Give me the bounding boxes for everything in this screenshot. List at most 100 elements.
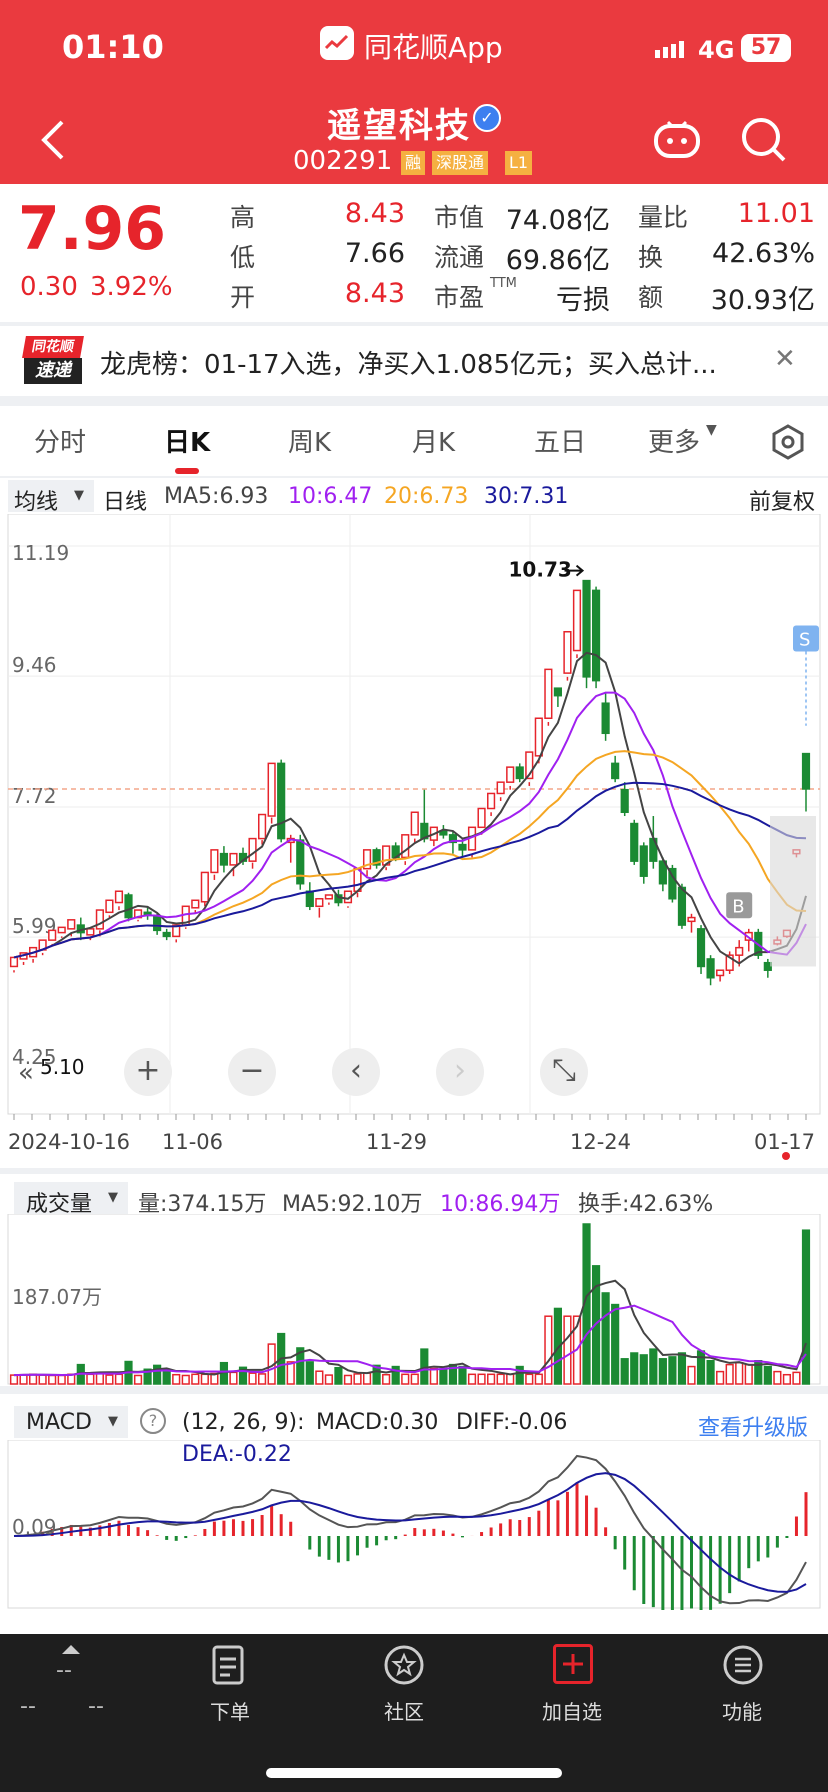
more-dropdown-icon[interactable]: ▼ <box>706 422 717 438</box>
tab-3[interactable]: 月K <box>412 428 456 458</box>
tab-0[interactable]: 分时 <box>34 428 87 458</box>
pan-left-icon[interactable]: ‹ <box>332 1048 380 1096</box>
volume-bar <box>382 1373 391 1385</box>
community-icon[interactable] <box>382 1644 426 1686</box>
quote-label-6: 开 <box>230 283 256 312</box>
volume-bar <box>773 1370 782 1385</box>
candle <box>563 630 572 674</box>
candle <box>687 916 696 923</box>
close-icon[interactable]: ✕ <box>774 344 796 374</box>
robot-icon[interactable] <box>652 116 702 162</box>
volume-bar <box>677 1352 687 1385</box>
y-tick-ymax: 11.19 <box>12 541 69 565</box>
kline-frame <box>7 514 821 1115</box>
ma20-label: 20:6.73 <box>384 484 469 509</box>
zoom-out-icon[interactable]: − <box>228 1048 276 1096</box>
nav-dash-right: -- <box>88 1694 104 1719</box>
volume-bar <box>248 1372 257 1385</box>
settings-icon[interactable] <box>770 424 806 460</box>
volume-indicator[interactable]: 成交量 <box>26 1192 93 1217</box>
volume-bar <box>792 1371 801 1385</box>
date-label-4: 01-17 <box>754 1130 816 1154</box>
candle <box>410 811 419 836</box>
candle <box>277 762 286 840</box>
quote-label-1: 市值 <box>434 203 485 232</box>
network-type: 4G <box>698 36 735 64</box>
macd-chart[interactable]: 0.09 <box>0 1440 828 1610</box>
candle <box>696 928 706 968</box>
candle <box>620 788 629 814</box>
adjust-toggle[interactable]: 前复权 <box>749 490 816 515</box>
quote-label-7: 市盈 <box>434 283 485 312</box>
volume-bar <box>19 1373 28 1385</box>
candle <box>630 822 639 862</box>
nav-community[interactable]: 社区 <box>384 1700 424 1724</box>
volume-bar <box>563 1315 572 1385</box>
tab-1[interactable]: 日K <box>164 428 211 458</box>
quote-label-3: 低 <box>230 243 256 272</box>
volume-bar <box>534 1373 543 1385</box>
active-tab-indicator <box>175 468 199 474</box>
zoom-in-icon[interactable]: + <box>124 1048 172 1096</box>
ma5-label: MA5:6.93 <box>164 484 269 509</box>
home-indicator <box>266 1768 562 1778</box>
diff-line <box>13 1454 807 1605</box>
buy-marker-label: B <box>732 896 744 917</box>
back-icon[interactable] <box>38 118 68 162</box>
news-text[interactable]: 龙虎榜：01-17入选，净买入1.085亿元；买入总计... <box>100 350 717 380</box>
collapse-left-icon[interactable]: « <box>18 1058 34 1088</box>
function-icon[interactable] <box>722 1644 764 1686</box>
app-header: 01:10 同花顺App 4G 57 遥望科技 ✓ 002291 融 深股通 L… <box>0 0 828 184</box>
volume-bar <box>181 1374 190 1385</box>
ma10-label: 10:6.47 <box>288 484 373 509</box>
add-watchlist-icon[interactable] <box>553 1644 593 1684</box>
upgrade-link[interactable]: 查看升级版 <box>698 1416 809 1441</box>
quote-value-2: 11.01 <box>737 198 815 229</box>
battery-level: 57 <box>750 35 782 60</box>
candle <box>258 813 267 840</box>
ttm-label: TTM <box>490 276 517 291</box>
volume-bar <box>238 1366 248 1385</box>
candle <box>439 830 448 836</box>
volume-bar <box>544 1315 553 1385</box>
volume-bar <box>611 1303 620 1385</box>
nav-function[interactable]: 功能 <box>722 1700 762 1724</box>
volume-bar <box>735 1361 744 1385</box>
volume-bar <box>315 1370 324 1385</box>
order-icon[interactable] <box>208 1644 248 1686</box>
nav-add-watchlist[interactable]: 加自选 <box>542 1700 602 1724</box>
volume-chart[interactable]: 187.07万 <box>0 1214 828 1386</box>
price-change-pct: 3.92% <box>90 272 173 302</box>
tab-4[interactable]: 五日 <box>534 428 587 458</box>
help-icon[interactable]: ? <box>140 1408 166 1434</box>
volume-bar <box>687 1365 696 1385</box>
fullscreen-icon[interactable]: ⤡ <box>540 1048 588 1096</box>
pan-right-icon[interactable]: › <box>436 1048 484 1096</box>
volume-bar <box>391 1365 400 1385</box>
quote-value-1: 74.08亿 <box>505 205 610 236</box>
candle <box>668 867 677 900</box>
candle <box>86 928 95 936</box>
volume-bar <box>696 1350 706 1385</box>
indicator-dropdown-icon[interactable]: ▼ <box>74 488 84 503</box>
indicator-select[interactable]: 均线 <box>14 490 59 515</box>
candle <box>477 807 486 829</box>
price-range-highlight <box>770 816 816 967</box>
nav-order[interactable]: 下单 <box>210 1700 250 1724</box>
macd-indicator[interactable]: MACD <box>26 1410 92 1435</box>
volume-y-label: 187.07万 <box>12 1285 102 1309</box>
candle <box>725 954 734 971</box>
volume-bar <box>86 1373 95 1385</box>
volume-dropdown-icon[interactable]: ▼ <box>108 1190 118 1205</box>
expand-up-icon[interactable] <box>58 1642 84 1658</box>
tab-5[interactable]: 更多 <box>648 428 701 458</box>
tab-2[interactable]: 周K <box>288 428 332 458</box>
macd-frame <box>7 1440 821 1609</box>
search-icon[interactable] <box>740 116 788 164</box>
macd-dropdown-icon[interactable]: ▼ <box>108 1414 118 1429</box>
volume-bar <box>343 1374 353 1385</box>
macd-y-label: 0.09 <box>12 1515 57 1539</box>
turnover-value: 换手:42.63% <box>578 1192 714 1217</box>
dea-value: DEA:-0.22 <box>182 1442 292 1467</box>
